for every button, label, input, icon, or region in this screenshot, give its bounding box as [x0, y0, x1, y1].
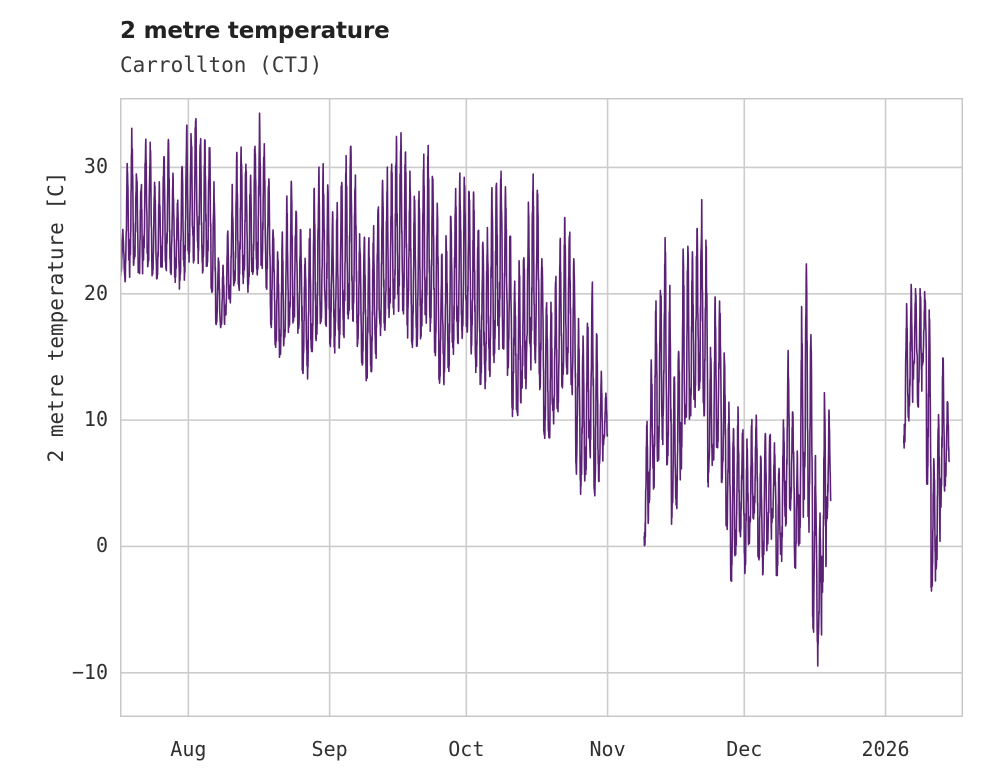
page-subtitle: Carrollton (CTJ)	[120, 53, 323, 77]
series-path	[120, 112, 609, 497]
series-path	[643, 198, 832, 667]
y-tick-label: 10	[83, 407, 108, 432]
y-tick-label: 0	[95, 533, 108, 558]
temperature-time-series-svg	[120, 98, 963, 717]
x-tick-label: Dec	[726, 737, 763, 761]
series-line	[120, 112, 950, 667]
plot-area	[120, 98, 963, 717]
y-tick-label: 20	[83, 280, 108, 305]
y-tick-label: 30	[83, 154, 108, 179]
x-tick-label: Nov	[589, 737, 626, 761]
x-tick-label: Sep	[311, 737, 348, 761]
x-tick-label: 2026	[861, 737, 910, 761]
x-tick-label: Aug	[170, 737, 207, 761]
series-path	[902, 283, 950, 592]
x-tick-label: Oct	[448, 737, 485, 761]
y-tick-label: −10	[71, 659, 108, 684]
plot-frame	[120, 98, 963, 717]
page-title: 2 metre temperature	[120, 18, 390, 44]
